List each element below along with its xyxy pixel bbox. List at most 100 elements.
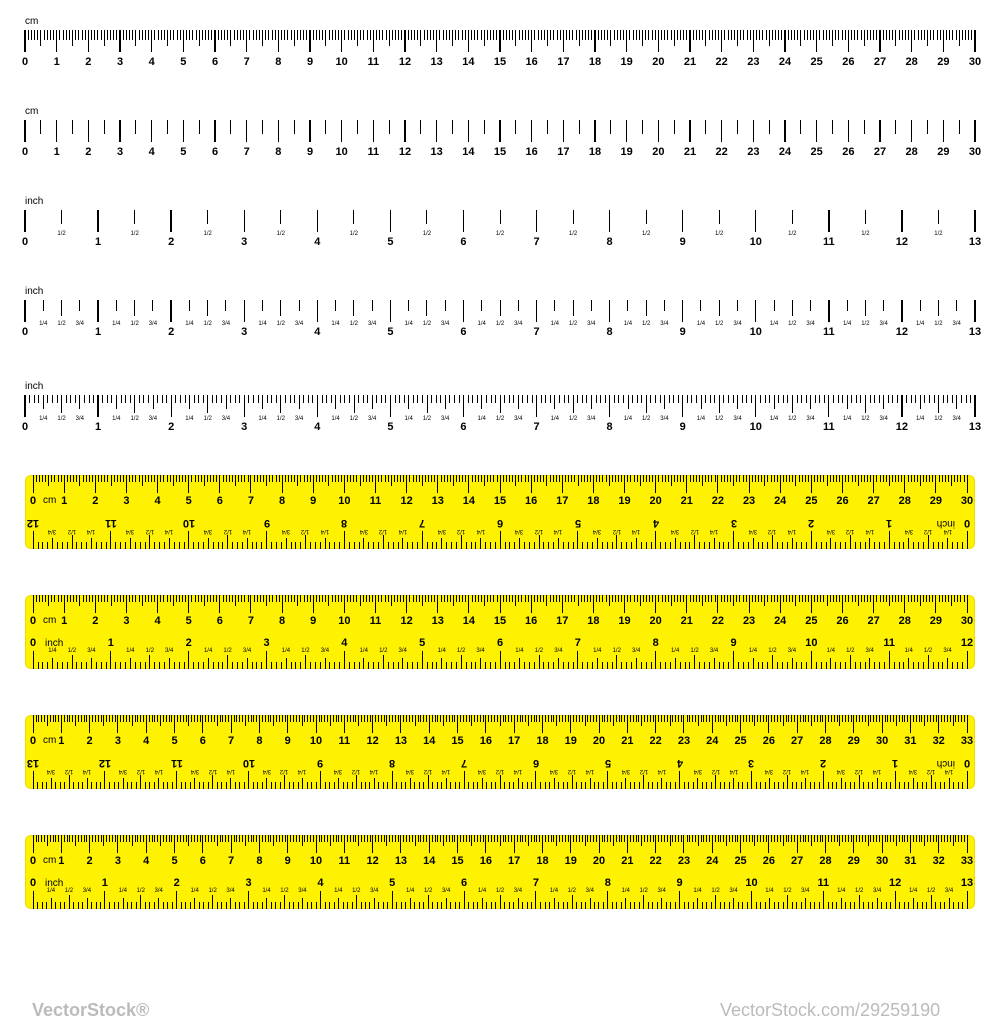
tick (664, 30, 665, 40)
tick (225, 835, 226, 842)
tick (500, 531, 501, 549)
tick (704, 542, 705, 549)
tick (751, 395, 752, 403)
tick (914, 475, 915, 482)
tick (493, 595, 494, 602)
tick (325, 475, 326, 482)
tick-label-sub: 1/2 (569, 231, 577, 237)
tick (310, 542, 311, 549)
tick (926, 782, 927, 789)
tick (294, 595, 295, 602)
tick (354, 395, 355, 413)
tick (396, 902, 397, 909)
tick (160, 715, 161, 726)
tick (954, 595, 955, 602)
tick-label-sub: 1/2 (711, 888, 719, 894)
tick (101, 542, 102, 549)
tick-label-major: 23 (747, 146, 759, 158)
tick-label-sub: 1/4 (554, 528, 562, 534)
tick (545, 715, 546, 722)
tick (938, 715, 939, 733)
tick (338, 835, 339, 842)
tick (148, 395, 149, 403)
tick (381, 395, 382, 403)
tick (24, 120, 25, 142)
tick (134, 300, 135, 316)
tick (522, 30, 523, 40)
tick (28, 30, 29, 40)
tick (627, 835, 628, 853)
tick-label-major: 1 (61, 615, 67, 627)
tick (259, 30, 260, 40)
tick (291, 542, 292, 549)
tick (576, 715, 577, 722)
tick (783, 835, 784, 846)
tick (446, 715, 447, 722)
tick (948, 595, 949, 602)
tick (762, 30, 763, 40)
tick (180, 395, 181, 403)
tick (508, 715, 509, 722)
tick (79, 595, 80, 606)
tick (901, 300, 902, 322)
tick (858, 475, 859, 486)
tick (737, 715, 738, 722)
tick (368, 662, 369, 669)
tick-label-major: 0 (30, 735, 36, 747)
tick (145, 542, 146, 549)
tick-label-sub: 1/4 (909, 888, 917, 894)
tick (356, 895, 357, 909)
tick-label-major: 1 (95, 326, 101, 338)
tick (641, 542, 642, 549)
tick (307, 475, 308, 482)
tick (491, 782, 492, 789)
tick (500, 210, 501, 224)
tick-label-major: 25 (734, 735, 746, 747)
tick-label-major: 15 (451, 855, 463, 867)
tick (917, 902, 918, 909)
tick (637, 475, 638, 482)
tick (967, 651, 968, 669)
tick (683, 475, 684, 482)
tick-label-major: 12 (896, 421, 908, 433)
tick (129, 475, 130, 482)
tick (642, 30, 643, 46)
tick (817, 835, 818, 842)
tick (573, 835, 574, 842)
tick (112, 715, 113, 722)
tick (568, 662, 569, 669)
tick (678, 835, 679, 842)
tick (543, 662, 544, 669)
tick (170, 300, 171, 322)
tick-label-sub: 3/4 (399, 648, 407, 654)
tick (566, 30, 567, 40)
tick-label-sub: 1/4 (258, 321, 266, 327)
tick (111, 595, 112, 606)
tick (132, 835, 133, 846)
tick (365, 782, 366, 789)
tick (383, 655, 384, 669)
tick (227, 30, 228, 40)
tick (276, 835, 277, 842)
tick (280, 395, 281, 413)
tick (661, 778, 662, 789)
tick (488, 835, 489, 842)
tick (395, 395, 396, 403)
tick (67, 595, 68, 602)
tick (81, 715, 82, 722)
tick (964, 715, 965, 722)
tick (771, 475, 772, 482)
tick-label-major: 2 (186, 637, 192, 649)
tick (688, 902, 689, 909)
yellow-4: cm01234567891011121314151617181920212223… (25, 835, 975, 909)
tick (835, 30, 836, 40)
tick (964, 475, 965, 482)
tick-label-major: 5 (605, 757, 611, 769)
tick (88, 30, 89, 52)
tick (79, 395, 80, 409)
tick (59, 30, 60, 40)
watermark-right: VectorStock.com/29259190 (720, 1000, 940, 1021)
tick (884, 542, 885, 549)
tick (104, 475, 105, 482)
tick (414, 30, 415, 40)
